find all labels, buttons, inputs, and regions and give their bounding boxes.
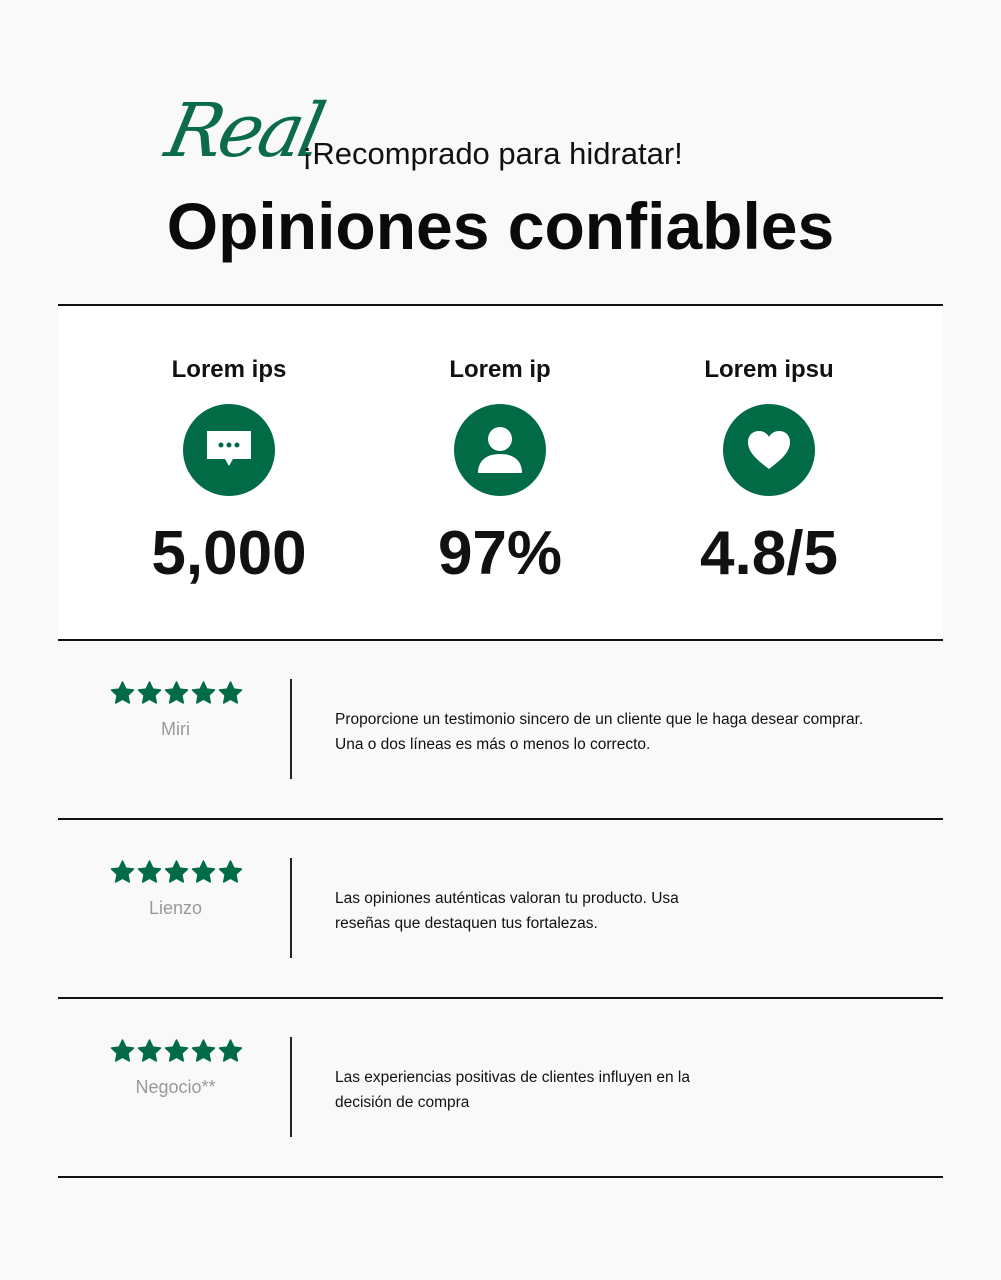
- review-text: Proporcione un testimonio sincero de un …: [335, 711, 864, 753]
- star-icon: [191, 1039, 216, 1068]
- star-rating: [110, 1039, 243, 1068]
- star-rating: [110, 681, 243, 710]
- star-icon: [191, 860, 216, 889]
- review-text: Las opiniones auténticas valoran tu prod…: [335, 890, 679, 932]
- star-rating: [110, 860, 243, 889]
- review-item: Lienzo Las opiniones auténticas valoran …: [58, 820, 943, 998]
- divider: [58, 304, 943, 306]
- heart-icon: [723, 404, 815, 496]
- star-icon: [218, 860, 243, 889]
- star-icon: [191, 681, 216, 710]
- stat-value: 97%: [437, 519, 563, 588]
- divider: [58, 818, 943, 820]
- review-item: Miri Proporcione un testimonio sincero d…: [58, 641, 943, 819]
- star-icon: [110, 1039, 135, 1068]
- review-item: Negocio** Las experiencias positivas de …: [58, 999, 943, 1177]
- reviewer-name: Negocio**: [135, 1077, 216, 1097]
- star-icon: [218, 1039, 243, 1068]
- reviewer-name: Miri: [161, 719, 190, 739]
- stat-rating: Lorem ipsu 4.8/5: [619, 306, 919, 589]
- star-icon: [164, 681, 189, 710]
- review-text: Las experiencias positivas de clientes i…: [335, 1069, 690, 1111]
- reviewer-name: Lienzo: [148, 898, 203, 918]
- star-icon: [137, 1039, 162, 1068]
- chat-bubble-icon: [183, 404, 275, 496]
- divider: [290, 679, 292, 779]
- star-icon: [137, 681, 162, 710]
- stats-panel: Lorem ips 5,000 Lorem ip 97% Lorem ipsu …: [58, 306, 943, 639]
- stat-label: Lorem ipsu: [704, 356, 834, 383]
- stat-satisfaction: Lorem ip 97%: [350, 306, 650, 589]
- star-icon: [137, 860, 162, 889]
- star-icon: [218, 681, 243, 710]
- subtitle: ¡Recomprado para hidratar!: [302, 136, 683, 171]
- divider: [58, 639, 943, 641]
- divider: [290, 1037, 292, 1137]
- divider: [58, 1176, 943, 1178]
- star-icon: [110, 860, 135, 889]
- user-icon: [454, 404, 546, 496]
- divider: [58, 997, 943, 999]
- star-icon: [110, 681, 135, 710]
- stat-label: Lorem ip: [449, 356, 551, 383]
- star-icon: [164, 860, 189, 889]
- stat-label: Lorem ips: [171, 356, 287, 383]
- stat-value: 4.8/5: [700, 519, 838, 588]
- star-icon: [164, 1039, 189, 1068]
- page-title: Opiniones confiables: [166, 189, 835, 263]
- stat-reviews: Lorem ips 5,000: [79, 306, 379, 589]
- divider: [290, 858, 292, 958]
- stat-value: 5,000: [151, 519, 307, 588]
